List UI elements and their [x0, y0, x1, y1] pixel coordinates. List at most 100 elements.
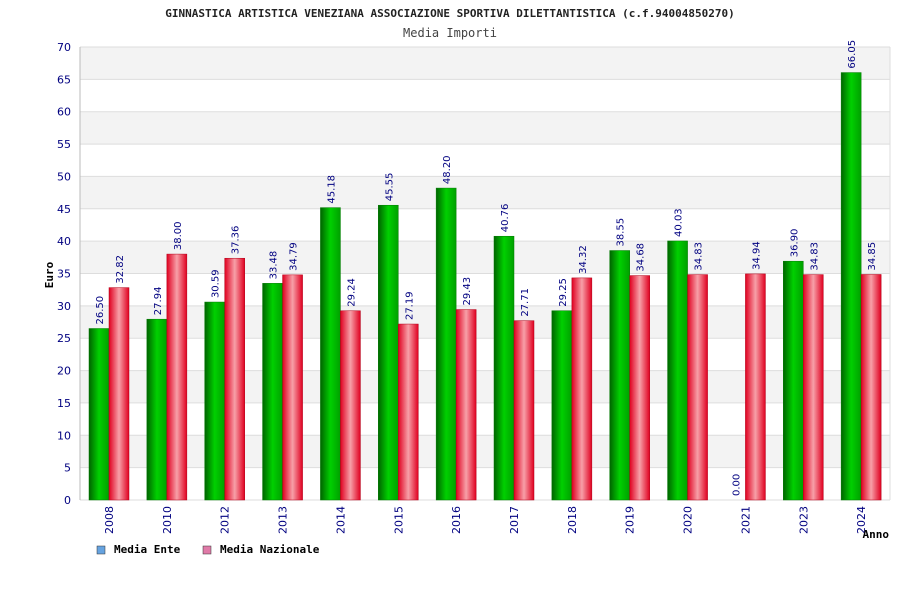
bar-media-ente-2020 — [667, 240, 688, 501]
data-label: 29.43 — [462, 277, 473, 306]
data-label: 36.90 — [789, 229, 800, 258]
bar-media-ente-2017 — [493, 235, 515, 501]
bar-media-nazionale-2010 — [166, 253, 188, 501]
data-label: 33.48 — [269, 251, 280, 280]
x-tick-label: 2013 — [277, 506, 290, 534]
grid-band — [80, 467, 890, 500]
data-label: 66.05 — [847, 40, 858, 69]
data-label: 38.00 — [173, 221, 184, 250]
data-label: 34.32 — [578, 245, 589, 274]
y-tick-label: 25 — [57, 332, 71, 345]
data-label: 34.79 — [289, 242, 300, 271]
x-tick-label: 2019 — [624, 506, 637, 534]
bar-media-nazionale-2020 — [687, 274, 708, 501]
bar-media-nazionale-2016 — [455, 309, 477, 501]
grid-band — [80, 144, 890, 177]
data-label: 27.19 — [404, 291, 415, 320]
x-tick-label: 2014 — [334, 506, 347, 534]
bar-media-ente-2013 — [262, 283, 283, 501]
data-label: 40.76 — [500, 204, 511, 233]
legend: Media Ente Media Nazionale — [96, 543, 320, 556]
bar-media-nazionale-2018 — [571, 277, 593, 501]
bar-media-nazionale-2014 — [340, 310, 361, 501]
bar-media-ente-2016 — [435, 187, 457, 501]
y-axis-ticks: 0 5 10 15 20 25 30 35 40 45 50 55 60 65 70 — [57, 41, 71, 507]
legend-label-media-ente: Media Ente — [114, 543, 181, 556]
legend-swatch-media-nazionale — [202, 545, 212, 555]
y-tick-label: 35 — [57, 268, 71, 281]
data-label: 29.24 — [346, 278, 357, 307]
bars — [88, 72, 882, 501]
y-tick-label: 0 — [64, 494, 71, 507]
y-tick-label: 65 — [57, 73, 71, 86]
data-label: 45.18 — [326, 175, 337, 204]
x-tick-label: 2023 — [797, 506, 810, 534]
data-label: 26.50 — [95, 296, 106, 325]
x-tick-label: 2024 — [855, 506, 868, 534]
bar-media-ente-2012 — [204, 301, 225, 501]
y-tick-label: 10 — [57, 429, 71, 442]
data-label: 32.82 — [115, 255, 126, 284]
y-tick-label: 60 — [57, 106, 71, 119]
data-label: 40.03 — [674, 208, 685, 237]
chart-subtitle: Media Importi — [403, 26, 497, 40]
bar-media-ente-2024 — [840, 72, 862, 501]
bar-media-nazionale-2024 — [860, 274, 882, 501]
plot-background — [79, 46, 891, 501]
x-tick-label: 2021 — [739, 506, 752, 534]
y-tick-label: 70 — [57, 41, 71, 54]
x-tick-label: 2020 — [682, 506, 695, 534]
data-label: 0.00 — [731, 474, 742, 496]
x-tick-label: 2017 — [508, 506, 521, 534]
grid-band — [80, 79, 890, 112]
bar-media-ente-2008 — [88, 328, 110, 501]
chart-title: GINNASTICA ARTISTICA VENEZIANA ASSOCIAZI… — [165, 7, 735, 20]
data-label: 38.55 — [616, 218, 627, 247]
y-tick-label: 5 — [64, 462, 71, 475]
x-tick-label: 2016 — [450, 506, 463, 534]
data-label: 34.83 — [694, 242, 705, 271]
data-label: 34.85 — [867, 242, 878, 271]
data-label: 30.59 — [211, 269, 222, 298]
bar-media-ente-2014 — [320, 207, 341, 501]
bar-media-ente-2023 — [783, 260, 804, 501]
data-label: 27.71 — [520, 288, 531, 317]
y-tick-label: 50 — [57, 170, 71, 183]
y-tick-label: 40 — [57, 235, 71, 248]
y-tick-label: 15 — [57, 397, 71, 410]
bar-media-nazionale-2017 — [513, 320, 535, 501]
grid-band — [80, 435, 890, 468]
y-axis-label: Euro — [43, 261, 56, 288]
x-axis-label: Anno — [863, 528, 890, 541]
data-label: 45.55 — [384, 173, 395, 202]
grid-band — [80, 273, 890, 306]
bar-media-ente-2018 — [551, 310, 573, 501]
bar-media-ente-2010 — [146, 318, 168, 501]
data-label: 34.68 — [636, 243, 647, 272]
grid-band — [80, 241, 890, 274]
bar-media-nazionale-2021 — [745, 273, 766, 501]
x-tick-label: 2018 — [566, 506, 579, 534]
y-tick-label: 20 — [57, 365, 71, 378]
data-labels: 26.50 32.82 27.94 38.00 30.59 37.36 33.48 34.79… — [95, 40, 878, 496]
x-tick-label: 2010 — [161, 506, 174, 534]
y-tick-label: 45 — [57, 203, 71, 216]
bar-media-ente-2015 — [378, 204, 399, 501]
grid-band — [80, 208, 890, 242]
bar-media-nazionale-2019 — [629, 275, 650, 501]
grid-band — [80, 338, 890, 371]
grid-band — [80, 111, 890, 145]
bar-media-nazionale-2012 — [224, 257, 245, 501]
bar-media-nazionale-2023 — [803, 274, 824, 501]
x-tick-label: 2015 — [392, 506, 405, 534]
data-label: 29.25 — [558, 278, 569, 307]
bar-media-nazionale-2015 — [398, 323, 419, 501]
bar-media-nazionale-2008 — [108, 287, 130, 501]
x-axis-ticks: 2008 2010 2012 2013 2014 2015 2016 2017 2018 2019… — [103, 506, 868, 534]
grid-band — [80, 370, 890, 403]
grid-band — [80, 402, 890, 436]
y-tick-label: 30 — [57, 300, 71, 313]
data-label: 27.94 — [153, 287, 164, 316]
bar-media-nazionale-2013 — [282, 274, 303, 501]
